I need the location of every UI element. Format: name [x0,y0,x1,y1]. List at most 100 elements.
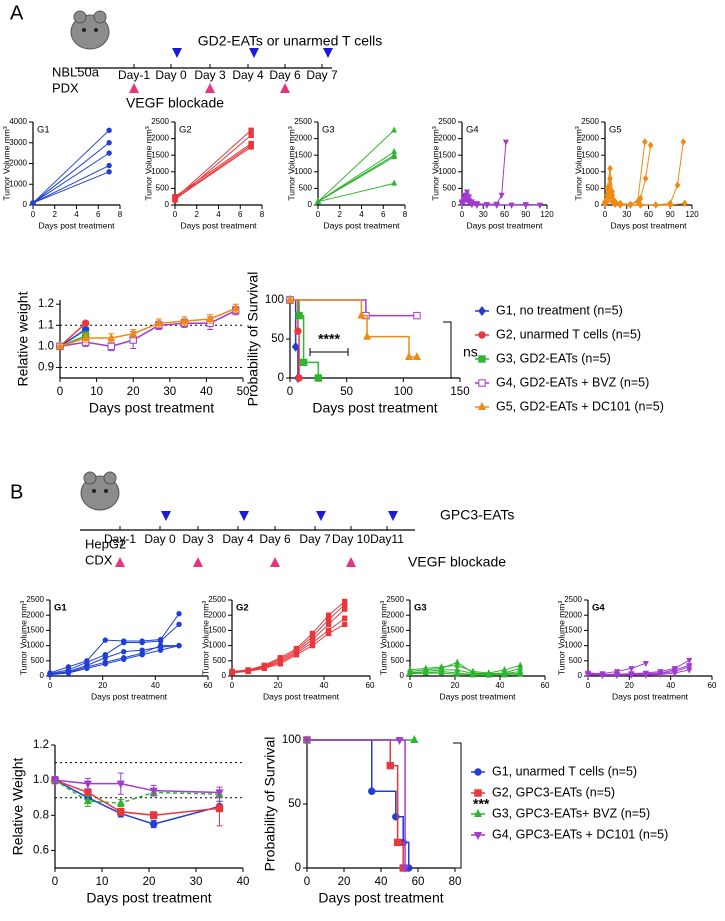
chart-title: G3 [322,125,335,136]
x-tick-label: 30 [163,386,176,398]
data-point [642,672,649,679]
data-point [674,181,681,189]
x-tick-label: 150 [450,386,469,398]
x-tick-label: 8 [118,210,123,219]
series-line [307,739,406,868]
x-tick-label: 40 [200,386,213,398]
y-tick-label: 0 [23,200,28,209]
x-tick-label: 0 [603,210,608,219]
x-tick-label: 20 [98,681,107,690]
y-tick-label: 0 [452,200,457,209]
data-point [680,138,687,146]
data-point [412,351,421,360]
y-tick-label: 1.0 [33,774,49,786]
x-tick-label: 0 [52,876,58,888]
data-point [157,638,164,644]
series-line [32,165,110,204]
y-tick-label: 1500 [151,150,169,159]
y-tick-label: 1000 [208,641,226,650]
series-line [49,613,180,674]
data-point [613,673,620,680]
x-tick-label: 90 [521,210,530,219]
legend-marker [477,402,487,411]
chart-title: G1 [37,125,50,136]
y-tick-label: 1.2 [38,298,54,310]
y-tick-label: 2000 [9,159,27,168]
data-point [642,660,649,667]
data-point [647,141,654,149]
y-tick-label: 1000 [386,641,404,650]
data-point [473,202,480,209]
series-line [59,309,237,348]
series-line [59,307,236,348]
legend-marker [473,809,483,818]
data-point [325,612,332,618]
data-point [285,295,295,304]
y-tick-label: 2500 [386,595,404,604]
data-point [493,202,500,209]
data-point [81,319,90,327]
data-point [176,610,182,617]
x-tick-label: 6 [96,210,101,219]
series-line [290,299,320,378]
y-tick-label: 50 [288,798,301,810]
data-point [106,127,112,134]
data-point [129,328,138,337]
x-tick-label: 30 [190,876,203,888]
data-point [299,358,308,367]
y-tick-label: 2500 [294,117,312,126]
day-label: Day 7 [306,68,338,82]
data-point [599,673,606,680]
series-line [59,328,87,348]
legend-marker [474,768,482,776]
data-point [154,318,163,327]
y-tick-label: 4000 [9,117,27,126]
data-point [248,132,254,138]
y-tick-label: 100 [265,294,284,306]
data-point [157,647,164,653]
data-point [628,666,635,673]
significance-label: *** [473,796,490,812]
series-line [49,645,180,675]
x-tick-label: 2 [195,210,200,219]
y-tick-label: 500 [569,656,583,665]
data-point [295,311,303,320]
x-tick-label: 20 [274,681,283,690]
day-label: Day 3 [182,532,214,546]
y-tick-label: 500 [156,184,170,193]
y-tick-label: 2500 [208,595,226,604]
data-point [342,601,348,608]
x-axis-label: Days post treatment [86,890,211,906]
day-label: Day-1 [118,68,150,82]
data-point [404,351,414,360]
legend-label: G1, no treatment (n=5) [496,303,623,317]
series-line [49,623,180,675]
data-point [342,621,348,628]
legend-marker [478,306,486,316]
y-tick-label: 2000 [581,134,599,143]
data-point [116,780,125,789]
data-point [139,639,145,646]
data-point [342,606,348,612]
x-tick-label: 0 [304,876,310,888]
legend-label: G4, GPC3-EATs + DC101 (n=5) [492,827,668,841]
data-point [215,789,224,798]
series-line [32,142,110,204]
data-point [406,669,414,676]
legend-label: G5, GD2-EATs + DC101 (n=5) [496,399,664,413]
y-tick-label: 1500 [386,626,404,635]
data-point [102,661,109,667]
data-point [686,667,693,674]
x-tick-label: 10 [90,386,103,398]
data-point [438,669,445,676]
x-tick-label: 60 [412,876,425,888]
x-tick-label: 50 [340,386,353,398]
y-tick-label: 0 [400,671,405,680]
data-point [612,200,618,209]
x-tick-label: 0 [173,210,178,219]
series-line [307,739,404,868]
data-point [501,671,508,678]
y-tick-label: 0 [165,200,170,209]
y-tick-label: 0 [595,200,600,209]
series-line [174,146,252,200]
